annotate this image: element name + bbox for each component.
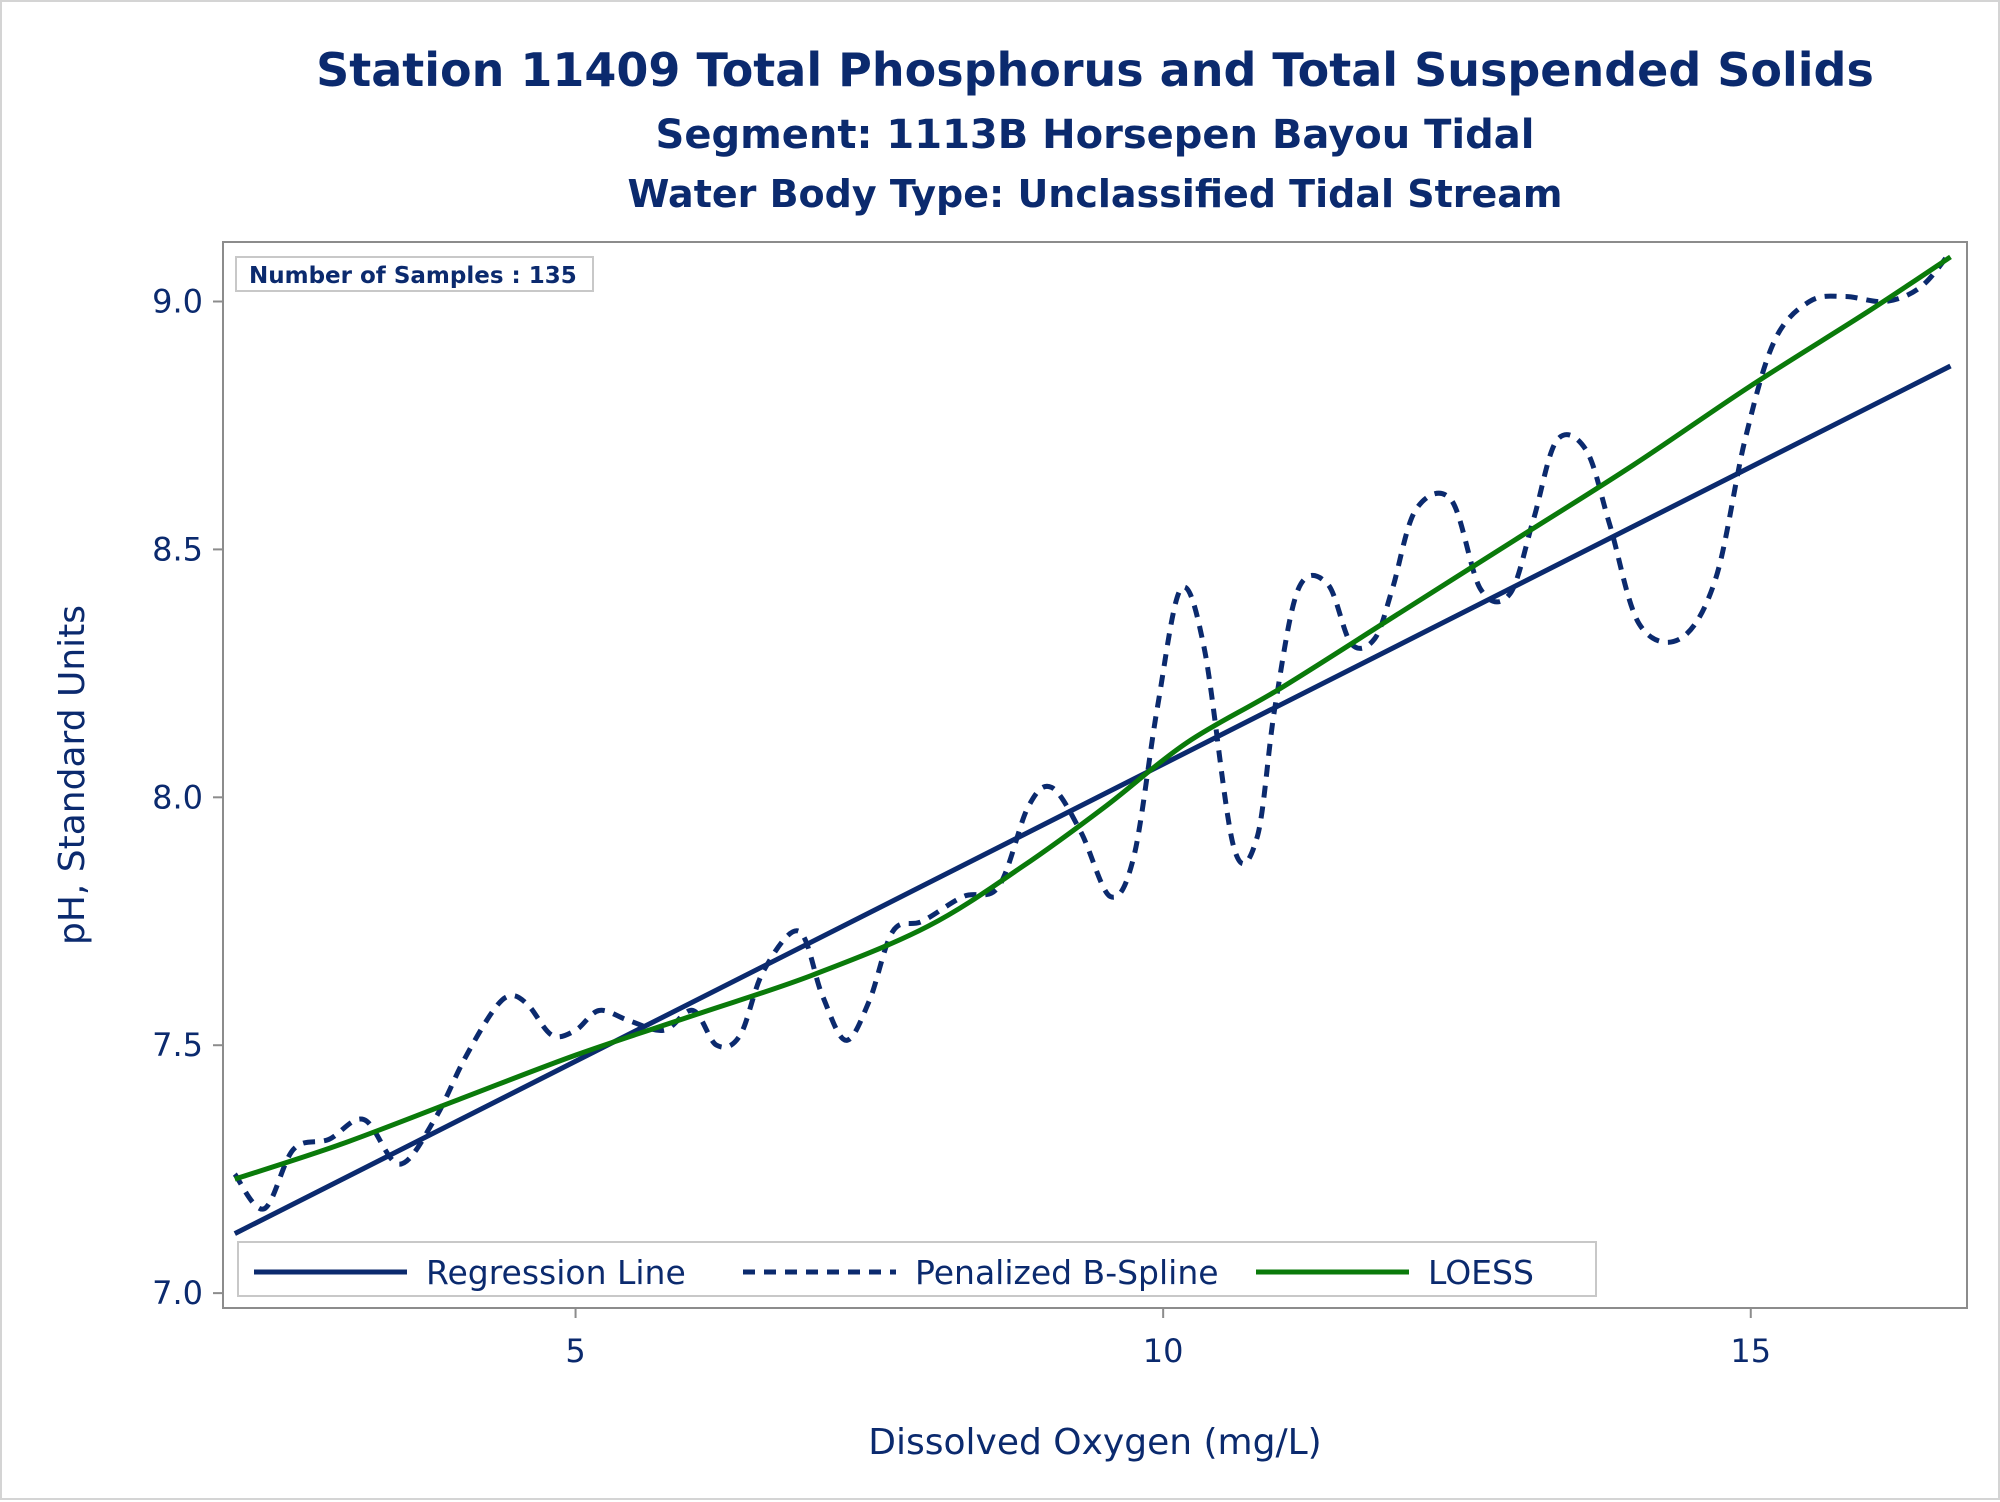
y-tick-label: 7.0: [152, 1274, 203, 1312]
y-tick-label: 7.5: [152, 1026, 203, 1064]
chart-subtitle: Segment: 1113B Horsepen Bayou Tidal: [656, 112, 1535, 158]
x-axis: 5 10 15: [565, 1308, 1771, 1370]
legend-frame: [237, 1241, 1597, 1297]
x-axis-label: Dissolved Oxygen (mg/L): [868, 1422, 1321, 1463]
legend: Regression Line Penalized B-Spline LOESS: [237, 1241, 1597, 1297]
x-tick-label: 10: [1143, 1332, 1184, 1370]
y-tick-label: 8.0: [152, 778, 203, 816]
plot-area: [222, 241, 1968, 1309]
y-tick-label: 9.0: [152, 282, 203, 320]
legend-label-loess: LOESS: [1428, 1253, 1534, 1292]
series-line-penalized-b-spline: [232, 250, 1953, 1212]
y-axis-label: pH, Standard Units: [52, 605, 93, 945]
sample-count-frame: [235, 256, 594, 292]
series-line-loess: [234, 254, 1952, 1182]
sample-count-text: Number of Samples : 135: [249, 263, 577, 289]
sample-count-box: Number of Samples : 135: [235, 256, 594, 292]
chart-subtitle-2: Water Body Type: Unclassified Tidal Stre…: [627, 172, 1562, 216]
legend-label-penalized-b-spline: Penalized B-Spline: [915, 1253, 1219, 1292]
series-line-regression-line: [233, 363, 1952, 1236]
y-tick-label: 8.5: [152, 530, 203, 568]
series-layer: [232, 250, 1953, 1236]
x-tick-label: 15: [1730, 1332, 1771, 1370]
y-axis: 7.0 7.5 8.0 8.5 9.0: [152, 282, 223, 1312]
chart-title: Station 11409 Total Phosphorus and Total…: [316, 43, 1874, 97]
legend-label-regression-line: Regression Line: [426, 1253, 686, 1292]
x-tick-label: 5: [565, 1332, 585, 1370]
